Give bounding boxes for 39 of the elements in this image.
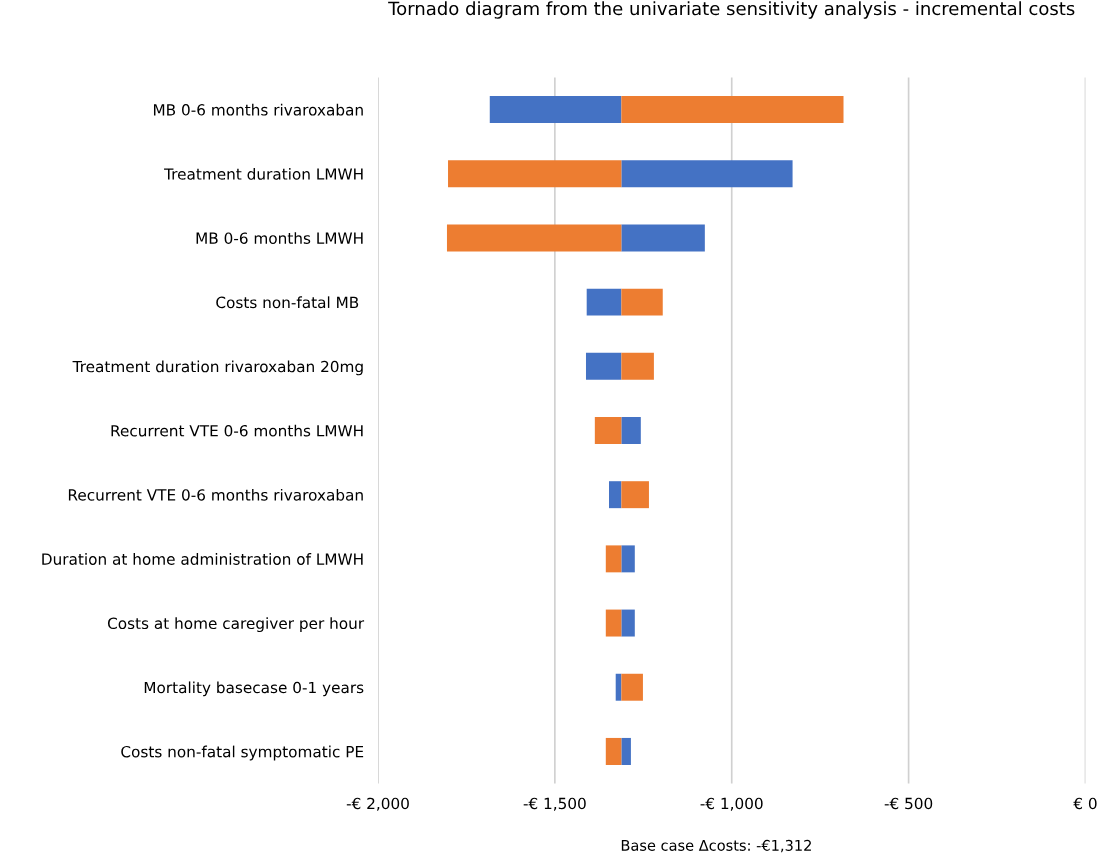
bar xyxy=(585,352,622,380)
bar xyxy=(621,288,663,316)
bar xyxy=(621,737,631,765)
y-tick-label: Mortality basecase 0-1 years xyxy=(144,681,364,697)
bar xyxy=(608,481,622,509)
text: Base case Δcosts: -€1,312 xyxy=(621,839,811,853)
x-tick-label: -€ 1,500 xyxy=(523,797,586,811)
y-tick-label: Costs at home caregiver per hour xyxy=(107,617,365,633)
bar xyxy=(594,417,622,444)
bar xyxy=(621,352,654,380)
y-tick-label: Recurrent VTE 0-6 months LMWH xyxy=(111,424,363,437)
bar xyxy=(605,609,622,637)
y-tick-label: Duration at home administration of LMWH xyxy=(42,553,363,565)
bar xyxy=(446,224,622,252)
bar xyxy=(605,737,622,765)
bar xyxy=(448,160,622,188)
y-tick-label: MB 0-6 months rivaroxaban xyxy=(153,103,363,116)
bar xyxy=(621,224,705,252)
bar xyxy=(621,481,649,509)
y-tick-label: Recurrent VTE 0-6 months rivaroxaban xyxy=(68,488,363,501)
bar xyxy=(621,417,641,444)
chart-title: Tornado diagram from the univariate sensitivity analysis - incremental costs xyxy=(388,1,1075,19)
x-tick-label: € 0 xyxy=(1073,797,1097,810)
bar xyxy=(621,673,643,701)
bar xyxy=(586,288,622,316)
bar xyxy=(489,96,622,124)
y-tick-label: Treatment duration rivaroxaban 20mg xyxy=(72,360,363,376)
bar xyxy=(621,609,635,637)
bar xyxy=(621,545,635,573)
x-tick-label: -€ 2,000 xyxy=(346,797,409,811)
y-tick-label: Costs non-fatal symptomatic PE xyxy=(121,745,364,761)
bar xyxy=(605,545,622,573)
bar xyxy=(621,96,844,124)
y-tick-label: MB 0-6 months LMWH xyxy=(196,232,363,244)
y-tick-label: Costs non-fatal MB xyxy=(216,296,359,309)
x-tick-label: -€ 1,000 xyxy=(700,797,763,811)
y-tick-label: Treatment duration LMWH xyxy=(164,167,363,180)
x-tick-label: -€ 500 xyxy=(884,797,933,810)
bar xyxy=(621,160,793,188)
